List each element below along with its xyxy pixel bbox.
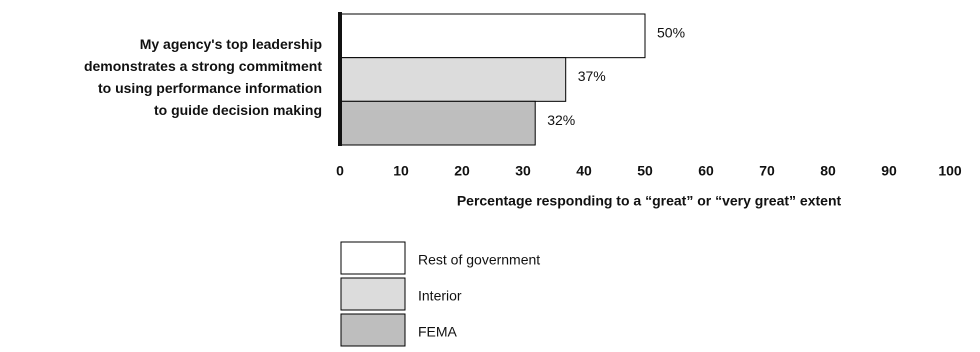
bar (339, 13, 646, 59)
x-tick-label: 60 (698, 163, 714, 179)
x-tick-label: 70 (759, 163, 775, 179)
x-tick-label: 0 (336, 163, 344, 179)
value-label: 37% (578, 68, 606, 84)
x-tick-label: 50 (637, 163, 653, 179)
legend-label: Interior (418, 288, 462, 304)
x-tick-label: 10 (393, 163, 409, 179)
category-label: to guide decision making (154, 102, 322, 118)
category-label: to using performance information (98, 80, 322, 96)
legend-label: FEMA (418, 324, 458, 340)
x-tick-label: 40 (576, 163, 592, 179)
x-tick-label: 30 (515, 163, 531, 179)
bar (339, 57, 567, 102)
value-label: 32% (547, 112, 575, 128)
x-tick-label: 80 (820, 163, 836, 179)
bar (339, 100, 536, 146)
category-label: demonstrates a strong commitment (84, 58, 322, 74)
category-label: My agency's top leadership (140, 36, 322, 52)
legend-swatch (340, 313, 406, 347)
legend-swatch (340, 241, 406, 275)
legend-label: Rest of government (418, 252, 540, 268)
x-axis-title: Percentage responding to a “great” or “v… (457, 193, 842, 209)
x-tick-label: 100 (938, 163, 962, 179)
legend-swatch (340, 277, 406, 311)
x-tick-label: 90 (881, 163, 897, 179)
x-tick-label: 20 (454, 163, 470, 179)
value-label: 50% (657, 25, 685, 41)
